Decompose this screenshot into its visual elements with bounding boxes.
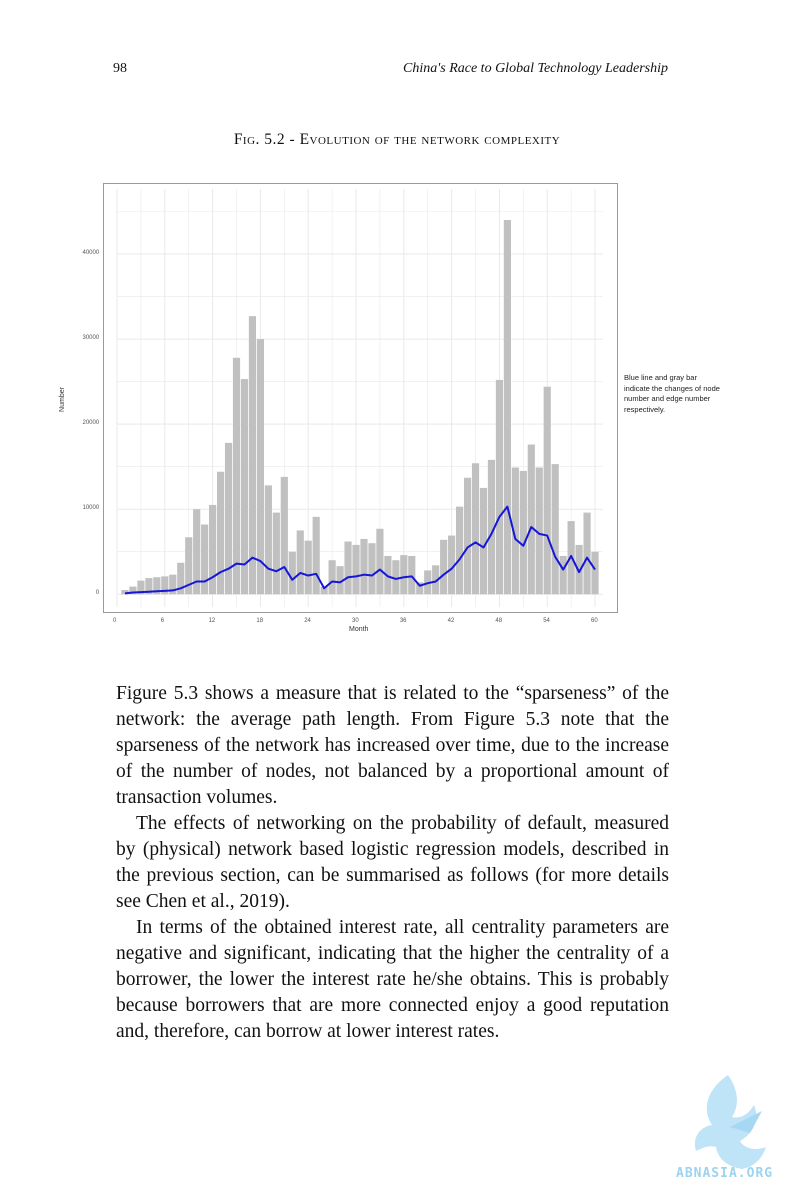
bar-edge-count bbox=[519, 470, 527, 595]
bar-edge-count bbox=[272, 512, 280, 595]
bar-edge-count bbox=[344, 541, 352, 595]
y-tick-label: 10000 bbox=[82, 505, 100, 512]
bar-edge-count bbox=[121, 589, 129, 595]
bar-edge-count bbox=[583, 512, 591, 595]
bar-edge-count bbox=[440, 539, 448, 595]
chart-svg bbox=[103, 183, 618, 613]
x-tick-label: 30 bbox=[352, 618, 359, 624]
bar-edge-count bbox=[201, 524, 209, 595]
bar-edge-count bbox=[264, 485, 272, 595]
bar-edge-count bbox=[177, 562, 185, 595]
x-tick-label: 42 bbox=[447, 618, 455, 624]
watermark-text: ABNASIA.ORG bbox=[676, 1166, 774, 1181]
bar-edge-count bbox=[535, 467, 543, 595]
bar-edge-count bbox=[280, 476, 288, 595]
x-tick-label: 0 bbox=[113, 618, 117, 624]
bar-edge-count bbox=[503, 220, 511, 595]
bar-edge-count bbox=[328, 560, 336, 595]
y-tick-label: 40000 bbox=[82, 250, 100, 257]
bar-edge-count bbox=[169, 574, 177, 595]
bar-edge-count bbox=[559, 555, 567, 595]
bar-edge-count bbox=[248, 316, 257, 595]
x-axis-label: Month bbox=[349, 626, 369, 633]
bar-edge-count bbox=[543, 386, 551, 595]
x-tick-label: 48 bbox=[495, 618, 503, 624]
bar-edge-count bbox=[137, 580, 145, 595]
bar-edge-count bbox=[511, 467, 519, 595]
page-number: 98 bbox=[113, 61, 127, 76]
bar-edge-count bbox=[216, 471, 225, 595]
bar-edge-count bbox=[471, 463, 480, 595]
x-tick-label: 36 bbox=[399, 618, 407, 624]
bar-edge-count bbox=[463, 477, 472, 595]
y-axis-label: Number bbox=[58, 387, 66, 412]
body-text: Figure 5.3 shows a measure that is relat… bbox=[116, 681, 669, 1045]
bar-edge-count bbox=[400, 555, 408, 595]
bar-edge-count bbox=[448, 535, 456, 595]
bar-edge-count bbox=[416, 582, 424, 595]
bar-edge-count bbox=[145, 578, 153, 595]
bar-edge-count bbox=[432, 565, 440, 595]
bar-edge-count bbox=[240, 379, 249, 595]
bar-edge-count bbox=[304, 540, 312, 595]
x-tick-label: 54 bbox=[543, 618, 550, 624]
y-tick-label: 0 bbox=[95, 590, 100, 597]
x-tick-label: 6 bbox=[160, 618, 165, 624]
bar-edge-count bbox=[575, 544, 583, 595]
x-tick-label: 60 bbox=[591, 618, 598, 624]
bar-edge-count bbox=[479, 487, 488, 595]
bar-edge-count bbox=[161, 576, 169, 595]
chart bbox=[103, 183, 618, 613]
x-tick-label: 24 bbox=[304, 618, 311, 624]
line-node-count bbox=[124, 505, 596, 595]
paragraph-3: In terms of the obtained interest rate, … bbox=[116, 917, 669, 1042]
bar-edge-count bbox=[527, 444, 535, 595]
bar-edge-count bbox=[185, 537, 193, 595]
bar-edge-count bbox=[320, 586, 328, 595]
y-tick-label: 30000 bbox=[82, 335, 100, 342]
bar-edge-count bbox=[376, 528, 384, 595]
paragraph-2: The effects of networking on the probabi… bbox=[116, 813, 669, 912]
bar-edge-count bbox=[288, 551, 296, 595]
bar-edge-count bbox=[232, 357, 241, 595]
bar-edge-count bbox=[360, 538, 368, 595]
bar-edge-count bbox=[591, 551, 599, 595]
paragraph-1: Figure 5.3 shows a measure that is relat… bbox=[116, 683, 669, 808]
figure-caption: Fig. 5.2 - Evolution of the network comp… bbox=[233, 131, 561, 148]
bar-edge-count bbox=[408, 555, 416, 595]
bar-edge-count bbox=[193, 509, 201, 595]
bar-edge-count bbox=[296, 530, 304, 595]
bar-edge-count bbox=[551, 464, 559, 595]
watermark-logo bbox=[694, 1075, 766, 1169]
chart-annotation: Blue line and gray bar indicate the chan… bbox=[624, 373, 720, 414]
bar-edge-count bbox=[368, 543, 376, 595]
bar-edge-count bbox=[392, 560, 400, 595]
bar-edge-count bbox=[456, 506, 464, 595]
bar-edge-count bbox=[256, 339, 264, 595]
bar-edge-count bbox=[224, 442, 233, 595]
y-tick-label: 20000 bbox=[82, 420, 100, 427]
bar-edge-count bbox=[129, 586, 137, 595]
bar-edge-count bbox=[336, 566, 344, 595]
bar-edge-count bbox=[495, 379, 504, 595]
bar-edge-count bbox=[312, 516, 320, 595]
bar-edge-count bbox=[487, 459, 496, 595]
running-header: China's Race to Global Technology Leader… bbox=[403, 61, 668, 76]
x-tick-label: 12 bbox=[208, 618, 216, 624]
bar-edge-count bbox=[153, 577, 161, 595]
x-tick-label: 18 bbox=[256, 618, 264, 624]
bar-edge-count bbox=[352, 544, 360, 595]
bar-edge-count bbox=[209, 504, 217, 595]
